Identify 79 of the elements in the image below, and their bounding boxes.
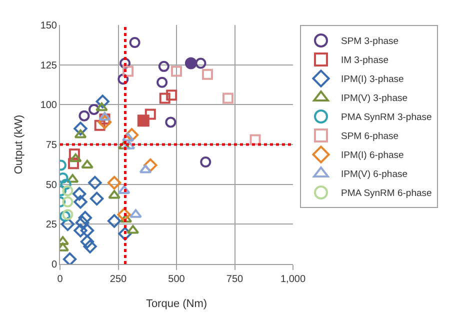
x-tick-label: 250 <box>110 274 128 285</box>
point <box>118 226 132 241</box>
point <box>69 153 82 162</box>
point <box>81 160 94 168</box>
legend-label: PMA SynRM 3-phase <box>340 112 432 124</box>
point <box>68 158 80 170</box>
point <box>137 114 150 127</box>
point <box>74 129 87 138</box>
point <box>90 192 104 206</box>
point <box>78 110 90 122</box>
point <box>200 156 212 168</box>
x-tick-label: 500 <box>168 274 186 285</box>
x-tick-label: 750 <box>226 274 244 285</box>
point <box>74 122 88 136</box>
point <box>184 57 197 70</box>
point <box>159 92 170 104</box>
point <box>76 216 90 230</box>
point <box>72 187 86 201</box>
point <box>108 190 120 199</box>
point <box>68 148 80 160</box>
point <box>80 224 94 238</box>
legend-label: SPM 6-phase <box>340 131 399 142</box>
point <box>129 37 140 48</box>
point <box>166 90 178 101</box>
point <box>94 120 106 131</box>
point <box>62 196 74 208</box>
y-tick-label: 50 <box>46 180 58 191</box>
y-tick-label: 25 <box>46 220 58 231</box>
point <box>130 209 142 218</box>
legend-label: IPM(V) 6-phase <box>340 169 408 180</box>
point <box>62 209 74 220</box>
point <box>195 58 206 69</box>
point <box>120 58 131 69</box>
x-tick-label: 1,000 <box>280 274 306 285</box>
point <box>117 208 131 222</box>
point <box>122 66 134 77</box>
point <box>120 214 132 223</box>
point <box>165 116 176 128</box>
point <box>74 224 88 238</box>
point <box>96 102 108 112</box>
legend-label: PMA SynRM 6-phase <box>340 188 432 200</box>
point <box>171 66 182 77</box>
point <box>78 210 92 225</box>
point <box>144 108 156 120</box>
point <box>98 115 112 130</box>
point <box>80 234 94 249</box>
x-axis-title: Torque (Nm) <box>146 298 208 310</box>
point <box>96 94 110 108</box>
point <box>118 74 129 85</box>
y-tick-label: 125 <box>40 60 58 72</box>
legend-label: IPM(V) 3-phase <box>340 93 408 104</box>
y-tick-label: 100 <box>40 100 58 112</box>
y-tick-label: 0 <box>51 260 58 270</box>
point <box>83 240 97 254</box>
point <box>156 76 168 88</box>
y-axis-title: Output (kW) <box>12 114 25 174</box>
point <box>60 172 68 184</box>
point <box>107 176 122 190</box>
point <box>222 92 234 104</box>
point <box>202 68 213 80</box>
point <box>88 104 100 115</box>
point <box>158 60 170 72</box>
point <box>88 176 102 190</box>
point <box>62 185 74 196</box>
legend-label: IPM(I) 6-phase <box>340 150 404 162</box>
point <box>139 164 152 174</box>
point <box>124 128 139 142</box>
point <box>250 134 261 146</box>
y-tick-label: 150 <box>40 20 58 32</box>
point <box>98 112 111 121</box>
point <box>107 214 122 228</box>
point <box>74 195 88 209</box>
legend-label: IM 3-phase <box>340 55 389 66</box>
point <box>60 217 75 232</box>
point <box>62 252 77 264</box>
legend-label: SPM 3-phase <box>340 36 399 48</box>
y-tick-label: 75 <box>46 140 58 151</box>
point <box>144 158 158 172</box>
legend-label: IPM(I) 3-phase <box>340 74 404 86</box>
